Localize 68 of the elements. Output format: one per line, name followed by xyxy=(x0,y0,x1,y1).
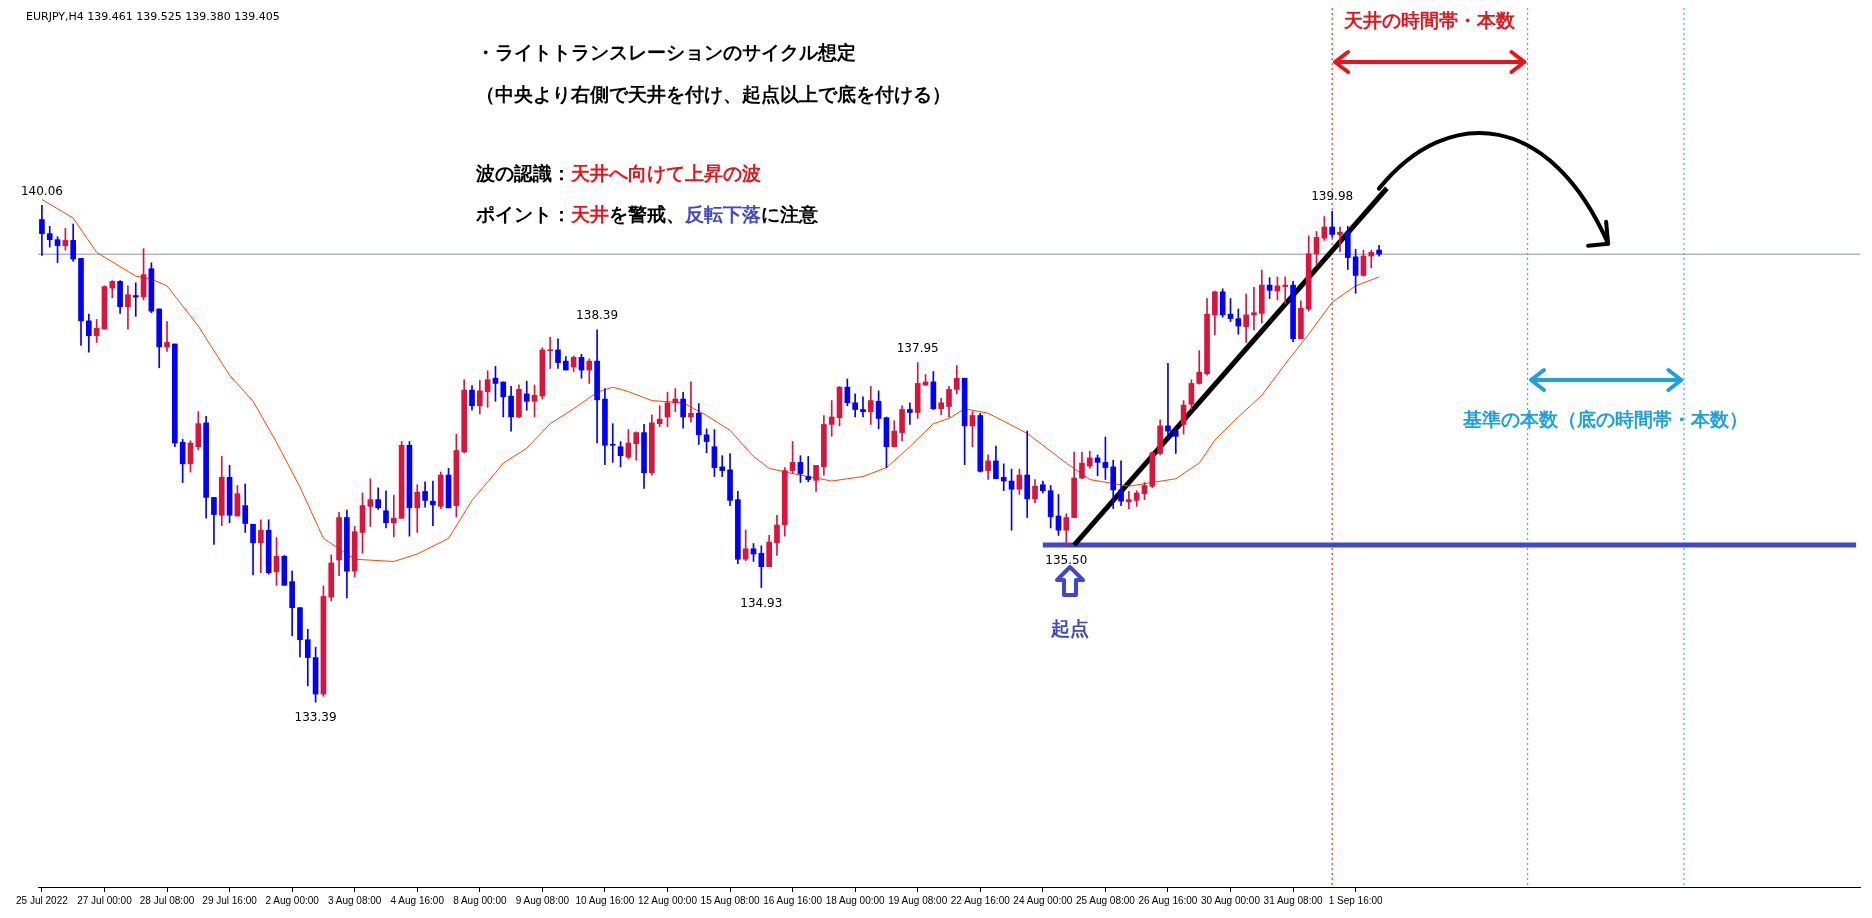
x-tick-label: 3 Aug 08:00 xyxy=(328,894,382,906)
candlestick xyxy=(609,423,616,463)
candlestick xyxy=(719,455,726,477)
x-tick-label: 4 Aug 16:00 xyxy=(390,894,445,906)
candlestick xyxy=(132,282,139,317)
candlestick xyxy=(860,396,866,418)
candlestick xyxy=(547,336,554,369)
candlestick xyxy=(656,405,663,427)
x-tick-label: 1 Sep 16:00 xyxy=(1328,894,1384,906)
x-tick-label: 8 Aug 00:00 xyxy=(453,894,507,906)
candlestick xyxy=(258,519,264,573)
x-tick-label: 30 Aug 00:00 xyxy=(1201,894,1261,906)
x-tick-label: 24 Aug 00:00 xyxy=(1013,894,1073,906)
annotation: 133.39 xyxy=(294,710,337,725)
candlestick xyxy=(1368,249,1375,269)
candlestick xyxy=(1126,491,1132,509)
candlestick xyxy=(430,480,436,527)
candlestick xyxy=(672,388,679,413)
candlestick xyxy=(164,321,170,352)
candlestick xyxy=(1282,276,1289,305)
x-tick-label: 18 Aug 00:00 xyxy=(825,894,886,906)
annotation: ・ライトトランスレーションのサイクル想定 xyxy=(476,41,856,63)
x-tick-label: 31 Aug 08:00 xyxy=(1263,894,1323,906)
annotation: 天井の時間帯・本数 xyxy=(1344,8,1516,34)
x-tick-label: 12 Aug 00:00 xyxy=(638,894,698,906)
candlestick xyxy=(1118,460,1124,506)
annotation: 天井へ向けて上昇の波 xyxy=(571,162,761,184)
candlestick xyxy=(1172,427,1179,454)
annotation: 139.98 xyxy=(1311,189,1354,204)
candlestick xyxy=(828,400,835,437)
candlestick xyxy=(1337,226,1343,252)
x-tick-label: 10 Aug 16:00 xyxy=(575,894,635,906)
x-tick-label: 26 Aug 16:00 xyxy=(1138,894,1198,906)
annotation: 起点 xyxy=(1051,615,1090,641)
annotation: 基準の本数（底の時間帯・本数） xyxy=(1463,406,1749,432)
x-tick-label: 25 Jul 2022 xyxy=(16,894,69,906)
candlestick xyxy=(390,494,397,538)
annotation: 138.39 xyxy=(576,307,619,322)
x-tick-label: 28 Jul 08:00 xyxy=(139,894,195,906)
candlestick xyxy=(1165,363,1171,439)
candlestick xyxy=(1243,293,1249,343)
annotation: 134.93 xyxy=(740,595,783,610)
candlestick xyxy=(523,380,530,411)
x-tick-label: 22 Aug 16:00 xyxy=(950,894,1011,906)
candlestick xyxy=(805,456,812,483)
annotation: 反転下落 xyxy=(685,203,761,225)
candlestick xyxy=(688,381,694,423)
annotation: 140.06 xyxy=(20,183,63,198)
x-tick-label: 9 Aug 08:00 xyxy=(515,894,570,906)
x-tick-label: 19 Aug 08:00 xyxy=(888,894,948,906)
x-tick-label: 27 Jul 00:00 xyxy=(77,894,133,906)
annotation: 天井 xyxy=(571,203,609,225)
annotation: 137.95 xyxy=(896,340,939,355)
annotation: （中央より右側で天井を付け、起点以上で底を付ける） xyxy=(476,83,951,105)
annotation: を警戒、 xyxy=(609,203,685,225)
x-tick-label: 29 Jul 16:00 xyxy=(202,894,258,906)
x-tick-label: 16 Aug 16:00 xyxy=(763,894,823,906)
chart-title: EURJPY,H4 139.461 139.525 139.380 139.405 xyxy=(26,10,280,23)
x-tick-label: 15 Aug 08:00 xyxy=(700,894,760,906)
candlestick xyxy=(1000,463,1007,492)
annotation: ポイント： xyxy=(476,203,571,225)
annotation: に注意 xyxy=(761,203,818,225)
annotation: 135.50 xyxy=(1045,553,1088,568)
x-tick-label: 25 Aug 08:00 xyxy=(1075,894,1136,906)
x-tick-label: 2 Aug 00:00 xyxy=(265,894,320,906)
annotation: 波の認識： xyxy=(476,162,571,184)
candlestick xyxy=(1251,287,1257,331)
candlestick xyxy=(907,402,913,425)
